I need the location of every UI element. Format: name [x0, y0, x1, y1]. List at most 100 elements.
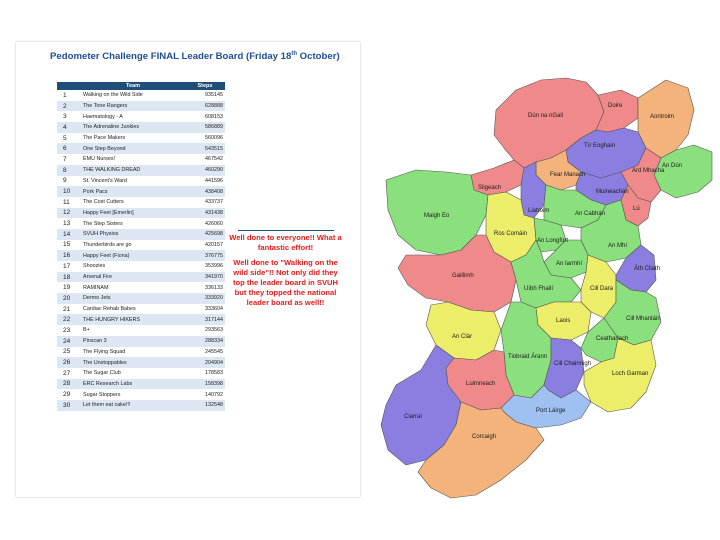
label-port-lairge: Port Láirge [536, 408, 566, 414]
rank-cell: 1 [63, 91, 67, 99]
label-ath-cliath: Áth Cliath [634, 265, 660, 272]
rank-cell: 13 [63, 220, 71, 228]
label-an-mhi: An Mhí [608, 243, 627, 249]
rank-cell: 15 [63, 241, 71, 249]
label-ciarrai: Ciarraí [404, 414, 422, 420]
team-cell: SVUH Physios [81, 228, 185, 240]
team-cell: Happy Feet [Emerlin] [81, 207, 185, 219]
team-cell: Haematology - A [83, 113, 123, 120]
rank-column-header [57, 82, 81, 90]
steps-column-header: Steps [185, 82, 225, 90]
team-cell: Dermo Jets [81, 293, 185, 304]
table-row: 24 Pinscan 3 288334 [57, 335, 225, 347]
steps-cell: 433737 [205, 199, 223, 206]
table-row: 20 Dermo Jets 333920 [57, 293, 225, 304]
steps-cell: 293563 [205, 327, 223, 334]
county-gaillimh [397, 234, 517, 313]
note-line-2: Well done to "Walking on the wild side"!… [232, 258, 339, 307]
steps-cell: 317144 [185, 314, 225, 326]
team-cell: The Sugar Club [83, 370, 121, 377]
table-row: 26 The Unstoppables 204904 [57, 357, 225, 368]
table-row: 11 The Cost Cutters 433737 [57, 197, 225, 208]
label-an-cabhan: An Cabhán [575, 211, 605, 217]
rank-cell: 2 [57, 100, 81, 112]
label-muineachan: Muineachán [596, 189, 629, 195]
rank-cell: 4 [57, 122, 81, 133]
team-cell: B+ [83, 327, 90, 334]
label-fear-manach: Fear Manach [550, 172, 585, 178]
label-tir-eoghain: Tír Eoghain [584, 143, 615, 149]
team-cell: The Flying Squad [83, 348, 126, 355]
team-cell: THE WALKING DREAD [81, 164, 185, 176]
rank-cell: 11 [63, 198, 70, 206]
table-row: 21 Cardiac Rehab Babes 333604 [57, 304, 225, 315]
steps-cell: 586889 [185, 122, 225, 133]
label-corcaigh: Corcaigh [472, 434, 496, 440]
team-cell: RAMINAM [83, 284, 109, 291]
label-laois: Laois [556, 318, 570, 324]
rank-cell: 5 [63, 134, 67, 142]
steps-cell: 376775 [185, 250, 225, 261]
rank-cell: 24 [57, 335, 81, 347]
team-column-header: Team [81, 82, 185, 90]
table-row: 1 Walking on the Wild Side 935145 [57, 90, 225, 101]
table-row: 8 THE WALKING DREAD 460290 [57, 164, 225, 176]
table-row: 28 ERC Research Labs 158398 [57, 378, 225, 390]
steps-cell: 438408 [185, 186, 225, 197]
team-cell: Sugar Stoppers [83, 391, 121, 398]
rank-cell: 22 [57, 314, 81, 326]
steps-cell: 245545 [205, 348, 223, 355]
congratulations-note: Well done to everyone!! What a fantastic… [228, 230, 343, 313]
rank-cell: 25 [63, 348, 71, 356]
label-doire: Doire [608, 103, 623, 109]
label-liatroim: Liatroim [528, 208, 549, 214]
label-gaillimh: Gaillimh [452, 273, 474, 279]
ireland-counties-map: Dún na nGall Doire Aontroim Tír Eoghain … [380, 77, 713, 499]
table-row: 6 One Step Beyond 543515 [57, 143, 225, 155]
leaderboard-title: Pedometer Challenge FINAL Leader Board (… [50, 51, 340, 62]
label-tiobraid-arann: Tiobraid Árann [508, 353, 547, 360]
steps-cell: 431438 [185, 207, 225, 219]
steps-cell: 341970 [185, 271, 225, 283]
rank-cell: 19 [63, 284, 71, 292]
table-row: 12 Happy Feet [Emerlin] 431438 [57, 207, 225, 219]
label-lu: Lú [633, 206, 640, 212]
county-maigh-eo [385, 169, 489, 256]
team-cell: Arsenal Fire [81, 271, 185, 283]
rank-cell: 10 [57, 186, 81, 197]
rank-cell: 30 [57, 399, 81, 411]
table-row: 29 Sugar Stoppers 140792 [57, 389, 225, 400]
steps-cell: 543515 [185, 143, 225, 155]
table-row: 19 RAMINAM 336133 [57, 282, 225, 293]
rank-cell: 7 [63, 155, 67, 163]
label-cill-mhantain: Cill Mhantáin [626, 316, 661, 322]
table-row: 9 St. Vincent's Ward 441596 [57, 176, 225, 187]
steps-cell: 460290 [185, 164, 225, 176]
steps-cell: 178583 [205, 370, 223, 377]
table-header-row: Team Steps [57, 82, 225, 90]
team-cell: St. Vincent's Ward [83, 177, 127, 184]
rank-cell: 12 [57, 207, 81, 219]
team-cell: The Adrenaline Junkies [81, 122, 185, 133]
label-loch-garman: Loch Garman [612, 371, 648, 377]
rank-cell: 23 [63, 326, 71, 334]
county-liatroim [520, 161, 547, 219]
team-cell: Let them eat cake!!! [81, 399, 185, 411]
team-cell: The Unstoppables [81, 357, 185, 368]
table-row: 14 SVUH Physios 425698 [57, 228, 225, 240]
team-cell: The Step Sisters [83, 220, 123, 227]
team-cell: One Step Beyond [81, 143, 185, 155]
steps-cell: 132548 [185, 399, 225, 411]
table-row: 17 Shoozies 353996 [57, 261, 225, 272]
county-corcaigh [417, 401, 545, 499]
title-end: October) [297, 51, 340, 63]
steps-cell: 353996 [205, 263, 223, 270]
label-ard-mhacha: Ard Mhacha [632, 168, 665, 174]
table-row: 22 THE HUNGRY HIKERS 317144 [57, 314, 225, 326]
rank-cell: 9 [63, 177, 67, 185]
steps-cell: 333604 [205, 306, 223, 313]
team-cell: Thunderbirds are go [83, 241, 132, 248]
rank-cell: 27 [63, 369, 71, 377]
label-uibh-fhaili: Uíbh Fhailí [524, 286, 553, 292]
table-row: 10 Pork Pacs 438408 [57, 186, 225, 197]
